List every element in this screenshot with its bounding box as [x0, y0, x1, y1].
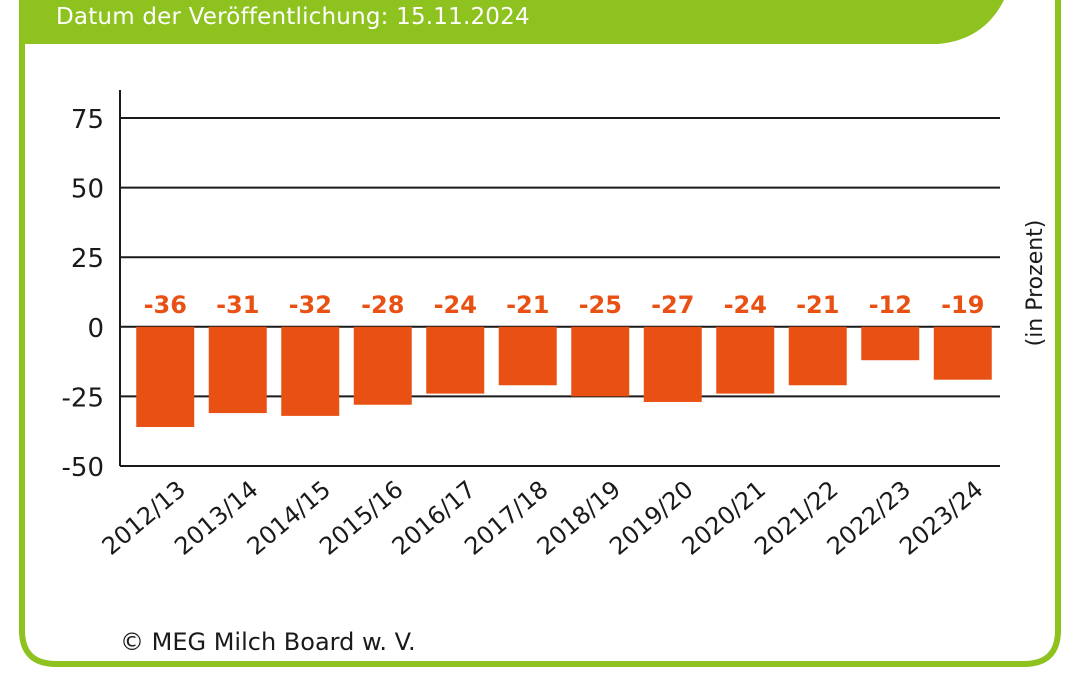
data-label: -19 [941, 291, 984, 319]
data-label: -12 [869, 291, 912, 319]
data-label: -24 [724, 291, 767, 319]
y-tick-label: 0 [87, 314, 104, 344]
data-label: -24 [434, 291, 477, 319]
bar [208, 326, 267, 414]
y-tick-label: -25 [62, 383, 104, 413]
data-label: -21 [506, 291, 549, 319]
y-axis-label: (in Prozent) [1023, 220, 1048, 347]
y-tick-label: 25 [71, 244, 104, 274]
data-label: -28 [361, 291, 404, 319]
publication-date: Datum der Veröffentlichung: 15.11.2024 [56, 4, 530, 30]
data-label: -21 [796, 291, 839, 319]
bar [426, 326, 485, 394]
bar [861, 326, 920, 361]
data-label: -25 [579, 291, 622, 319]
y-tick-label: -50 [62, 453, 104, 483]
bar [643, 326, 702, 402]
bar [281, 326, 340, 416]
copyright-text: © MEG Milch Board w. V. [120, 628, 416, 656]
data-label: -36 [144, 291, 187, 319]
bar [136, 326, 195, 428]
bar [716, 326, 775, 394]
bar [788, 326, 847, 386]
data-label: -32 [289, 291, 332, 319]
frame-border [19, 0, 1061, 667]
bar [571, 326, 630, 397]
y-tick-label: 75 [71, 105, 104, 135]
bar [498, 326, 557, 386]
header-band [19, 0, 1004, 44]
bar [933, 326, 992, 380]
data-label: -27 [651, 291, 694, 319]
y-tick-label: 50 [71, 175, 104, 205]
bar [353, 326, 412, 405]
data-label: -31 [216, 291, 259, 319]
